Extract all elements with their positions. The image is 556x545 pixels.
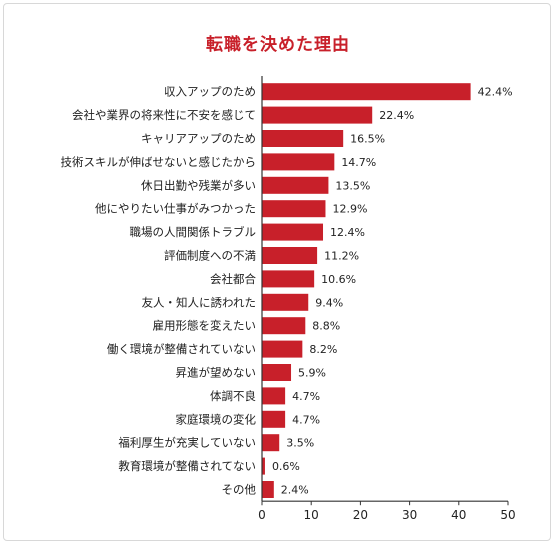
value-label: 8.2% — [309, 343, 337, 356]
bar — [262, 340, 303, 358]
x-tick-label: 20 — [353, 508, 368, 522]
category-label: 職場の人間関係トラブル — [130, 225, 257, 239]
category-label: キャリアアップのため — [141, 132, 256, 146]
value-label: 14.7% — [341, 156, 376, 169]
value-label: 42.4% — [478, 86, 513, 99]
bar — [262, 130, 344, 147]
value-label: 9.4% — [315, 296, 343, 309]
category-label: 友人・知人に誘われた — [142, 295, 256, 309]
bar — [262, 434, 280, 452]
bar — [262, 364, 292, 381]
category-label: 会社都合 — [210, 272, 256, 286]
category-label: 休日出勤や残業が多い — [141, 178, 256, 192]
category-label: 教育環境が整備されてない — [118, 459, 256, 473]
value-label: 22.4% — [379, 109, 414, 122]
category-label: 家庭環境の変化 — [176, 412, 257, 426]
category-label: 体調不良 — [210, 389, 256, 403]
bar — [262, 293, 309, 311]
category-label: 雇用形態を変えたい — [153, 319, 257, 333]
x-tick-label: 30 — [402, 508, 417, 522]
value-label: 5.9% — [298, 367, 326, 380]
bar — [262, 176, 329, 194]
category-label: 福利厚生が充実していない — [118, 436, 256, 450]
bar — [262, 153, 335, 171]
value-label: 8.8% — [312, 320, 340, 333]
bar — [262, 247, 318, 264]
category-label: 会社や業界の将来性に不安を感じて — [72, 108, 256, 122]
bar — [262, 106, 373, 124]
category-label: 働く環境が整備されていない — [107, 342, 256, 356]
bar — [262, 223, 324, 241]
value-label: 3.5% — [286, 437, 314, 450]
category-label: 収入アップのため — [164, 85, 256, 99]
value-label: 4.7% — [292, 390, 320, 403]
chart-title: 転職を決めた理由 — [206, 35, 350, 55]
bar — [262, 317, 306, 335]
x-tick-label: 0 — [258, 508, 266, 522]
value-label: 13.5% — [335, 179, 370, 192]
category-label: その他 — [222, 483, 257, 497]
bar — [262, 200, 326, 218]
bar — [262, 410, 286, 428]
value-label: 10.6% — [321, 273, 356, 286]
bar — [262, 270, 315, 288]
category-label: 評価制度への不満 — [164, 249, 256, 263]
bar — [262, 481, 274, 498]
value-label: 11.2% — [324, 250, 359, 263]
x-tick-label: 40 — [451, 508, 466, 522]
category-label: 技術スキルが伸ばせないと感じたから — [61, 155, 257, 169]
x-tick-label: 10 — [304, 508, 319, 522]
x-tick-label: 50 — [500, 508, 515, 522]
value-label: 16.5% — [350, 133, 385, 146]
value-label: 12.4% — [330, 226, 365, 239]
bar — [262, 457, 265, 475]
category-label: 他にやりたい仕事がみつかった — [95, 202, 256, 216]
value-label: 12.9% — [332, 203, 367, 216]
bar — [262, 83, 471, 101]
value-label: 0.6% — [272, 460, 300, 473]
value-label: 2.4% — [281, 484, 309, 497]
category-label: 昇進が望めない — [176, 366, 257, 380]
bar — [262, 387, 286, 405]
value-label: 4.7% — [292, 413, 320, 426]
